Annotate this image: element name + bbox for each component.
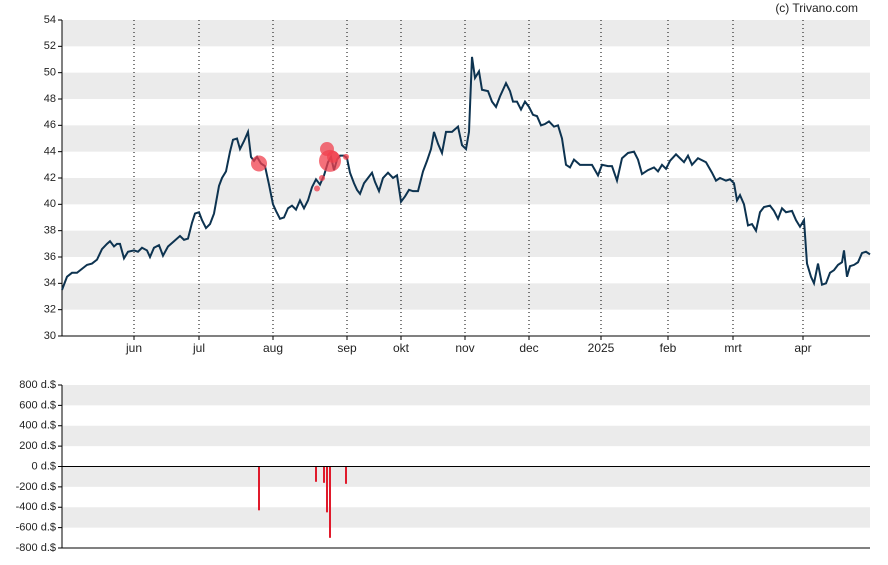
x-tick-label: dec [519, 341, 538, 355]
y-tick-label: 40 [44, 198, 56, 210]
y-tick-label: 50 [44, 67, 56, 79]
grid-band [62, 507, 870, 528]
x-tick-label: 2025 [588, 341, 615, 355]
grid-band [62, 466, 870, 487]
y-tick-label: 34 [44, 277, 56, 289]
y-tick-label: -800 d.$ [16, 542, 56, 554]
x-tick-label: aug [263, 341, 283, 355]
grid-band [62, 425, 870, 447]
bar [258, 466, 260, 511]
x-tick-label: jul [192, 341, 205, 355]
grid-band [62, 178, 870, 205]
trade-marker [251, 155, 267, 172]
trade-marker [314, 185, 320, 192]
y-tick-label: 48 [44, 93, 56, 105]
y-tick-label: 800 d.$ [19, 379, 56, 391]
x-tick-label: nov [455, 341, 474, 355]
source-label: (c) Trivano.com [775, 1, 858, 15]
y-tick-label: -600 d.$ [16, 522, 56, 534]
y-tick-label: -400 d.$ [16, 501, 56, 513]
y-tick-label: 54 [44, 14, 56, 26]
x-tick-label: jun [125, 341, 142, 355]
bar [323, 466, 325, 483]
x-tick-label: okt [393, 341, 410, 355]
grid-band [62, 72, 870, 99]
x-tick-label: feb [660, 341, 677, 355]
trade-marker [319, 175, 325, 181]
grid-band [62, 20, 870, 47]
y-tick-label: 200 d.$ [19, 440, 56, 452]
trade-marker [327, 150, 339, 163]
y-tick-label: 32 [44, 304, 56, 316]
y-tick-label: -200 d.$ [16, 481, 56, 493]
x-tick-label: mrt [724, 341, 742, 355]
grid-band [62, 230, 870, 257]
y-tick-label: 400 d.$ [19, 420, 56, 432]
y-tick-label: 38 [44, 225, 56, 237]
y-tick-label: 30 [44, 330, 56, 342]
y-tick-label: 600 d.$ [19, 399, 56, 411]
y-tick-label: 42 [44, 172, 56, 184]
bar [326, 466, 328, 513]
y-tick-label: 46 [44, 119, 56, 131]
y-tick-label: 44 [44, 146, 56, 158]
bar [315, 466, 317, 482]
grid-band [62, 283, 870, 310]
bar [329, 466, 331, 538]
bar [345, 466, 347, 484]
y-tick-label: 52 [44, 40, 56, 52]
grid-band [62, 385, 870, 406]
x-tick-label: apr [794, 341, 811, 355]
price-line [61, 56, 871, 291]
y-tick-label: 0 d.$ [32, 460, 56, 472]
trade-marker [343, 153, 349, 160]
y-tick-label: 36 [44, 251, 56, 263]
x-tick-label: sep [337, 341, 357, 355]
